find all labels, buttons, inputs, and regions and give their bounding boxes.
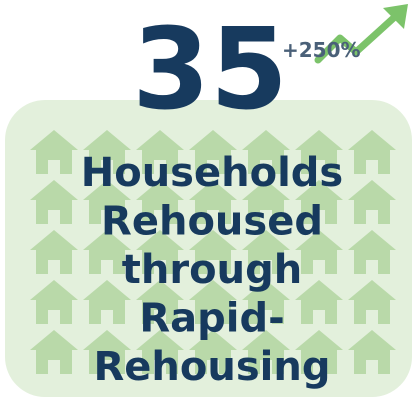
house-icon xyxy=(136,180,184,224)
house-icon xyxy=(30,130,78,174)
house-icon xyxy=(348,180,396,224)
house-icon xyxy=(348,230,396,274)
house-icon xyxy=(136,280,184,324)
house-icon xyxy=(189,280,237,324)
house-icon xyxy=(189,230,237,274)
house-icon xyxy=(295,280,343,324)
house-icon xyxy=(83,330,131,374)
house-icon xyxy=(83,230,131,274)
house-icon xyxy=(136,230,184,274)
house-icon xyxy=(348,130,396,174)
house-icon xyxy=(83,130,131,174)
house-grid xyxy=(30,130,396,374)
house-icon xyxy=(30,280,78,324)
headline-number: 35 xyxy=(132,5,288,135)
house-icon xyxy=(295,230,343,274)
house-icon xyxy=(295,180,343,224)
house-icon xyxy=(83,280,131,324)
house-icon xyxy=(242,230,290,274)
house-icon xyxy=(136,330,184,374)
caption-line: Households xyxy=(81,150,343,196)
house-icon xyxy=(30,330,78,374)
house-icon xyxy=(348,330,396,374)
house-icon xyxy=(83,180,131,224)
house-icon xyxy=(30,180,78,224)
house-icon xyxy=(242,180,290,224)
house-icon xyxy=(242,330,290,374)
caption-line: Rehousing xyxy=(94,344,331,390)
caption-line: through xyxy=(122,247,302,293)
house-icon xyxy=(136,130,184,174)
house-icon xyxy=(189,330,237,374)
caption-line: Rehoused xyxy=(101,199,323,245)
house-icon xyxy=(30,230,78,274)
house-icon xyxy=(189,180,237,224)
trend-arrow xyxy=(314,10,402,64)
house-icon xyxy=(348,280,396,324)
caption-line: Rapid- xyxy=(139,296,284,342)
arrow-head xyxy=(383,4,408,29)
change-label: +250% xyxy=(282,38,361,62)
house-icon xyxy=(189,130,237,174)
house-icon xyxy=(242,130,290,174)
house-icon xyxy=(242,280,290,324)
house-icon xyxy=(295,330,343,374)
house-icon xyxy=(295,130,343,174)
